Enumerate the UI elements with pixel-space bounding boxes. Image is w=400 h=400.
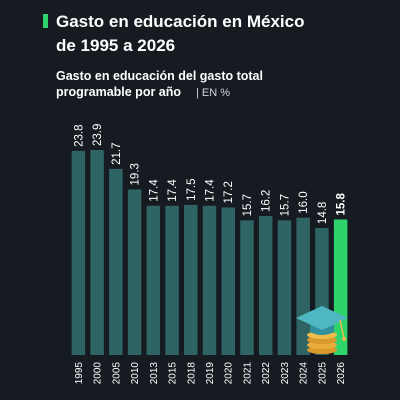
x-tick-label: 2023	[280, 362, 291, 385]
bar	[221, 207, 235, 355]
x-tick-label: 2015	[168, 362, 179, 385]
x-tick-label: 2021	[242, 362, 253, 385]
x-tick-label: 2005	[111, 362, 122, 385]
value-label: 17.4	[167, 179, 179, 202]
value-label: 15.8	[336, 192, 348, 215]
x-tick-label: 2013	[149, 362, 160, 385]
value-label: 23.8	[73, 124, 85, 146]
x-tick-label: 2026	[336, 362, 347, 385]
x-tick-label: 2022	[261, 362, 272, 385]
chart-subtitle: programable por año	[56, 85, 181, 99]
x-tick-label: 2018	[186, 362, 197, 385]
value-label: 17.4	[205, 179, 217, 202]
x-tick-label: 2010	[130, 362, 141, 385]
x-tick-label: 2024	[299, 362, 310, 385]
value-label: 16.0	[298, 191, 310, 213]
x-tick-label: 2019	[205, 362, 216, 385]
value-label: 16.2	[261, 190, 273, 212]
bar	[165, 205, 179, 355]
value-label: 17.2	[223, 181, 235, 203]
unit-label: | EN %	[196, 87, 230, 99]
bar	[90, 150, 104, 355]
value-label: 21.7	[111, 142, 123, 164]
bar	[127, 189, 142, 355]
value-label: 15.7	[279, 194, 291, 216]
chart-title: de 1995 a 2026	[56, 36, 175, 55]
bar	[258, 216, 273, 355]
value-label: 17.5	[186, 179, 198, 201]
x-tick-label: 2020	[224, 362, 235, 385]
bar	[109, 168, 123, 355]
x-tick-label: 1995	[74, 362, 85, 385]
value-label: 15.7	[242, 194, 254, 216]
bar	[184, 204, 198, 355]
chart-subtitle: Gasto en educación del gasto total	[56, 69, 263, 83]
graduation-icon	[296, 306, 348, 354]
bar	[146, 205, 161, 355]
chart-title: Gasto en educación en México	[56, 12, 304, 31]
bar	[240, 220, 254, 355]
value-label: 19.3	[130, 163, 142, 185]
title-marker	[43, 14, 48, 28]
value-label: 14.8	[317, 202, 329, 224]
value-label: 17.4	[148, 179, 160, 202]
x-tick-label: 2000	[93, 362, 104, 385]
bar	[71, 150, 86, 355]
bar	[202, 205, 217, 355]
bar	[277, 220, 292, 355]
x-tick-label: 2025	[317, 362, 328, 385]
value-label: 23.9	[92, 124, 104, 146]
